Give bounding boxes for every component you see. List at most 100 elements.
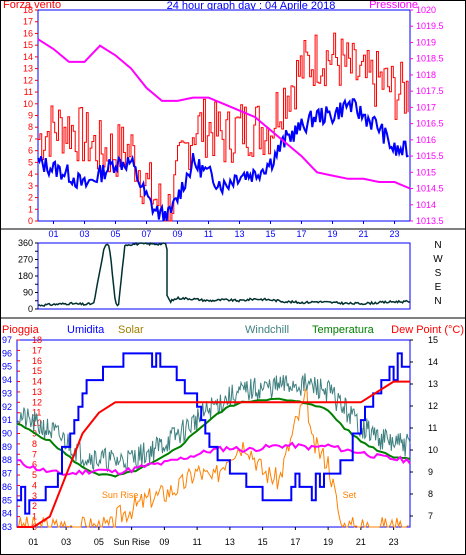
wind-tick-label: 13 [23,64,33,74]
direction-tick-label: 180 [18,271,33,281]
pressure-tick-label: 1016 [416,135,436,145]
wind-tick-label: 14 [23,52,33,62]
rain-tick-label: 18 [32,335,42,345]
wind-tick-label: 1 [28,204,33,214]
x-tick-label: 19 [327,229,337,239]
wind-gust-series [38,32,409,222]
x-tick-label: 15 [258,537,268,547]
wind-tick-label: 10 [23,99,33,109]
wind-direction-series [37,241,411,307]
rain-tick-label: 11 [32,408,41,418]
temperature-tick-label: 11 [428,423,437,433]
wind-tick-label: 7 [28,134,33,144]
rain-tick-label: 3 [32,491,37,501]
wind-pressure-panel [37,9,411,222]
x-tick-label: 05 [110,229,120,239]
wind-average-series [37,98,409,222]
pressure-tick-label: 1017.5 [416,86,444,96]
pressure-tick-label: 1015 [416,167,436,177]
pressure-axis-label: Pressione [369,0,418,11]
wind-tick-label: 5 [28,157,33,167]
temperature-tick-label: 15 [428,335,438,345]
wind-tick-label: 16 [23,28,33,38]
x-tick-label: 23 [389,229,399,239]
pressure-tick-label: 1019 [416,37,436,47]
x-tick-label: 21 [358,229,368,239]
pressure-tick-label: 1017 [416,102,436,112]
pressure-tick-label: 1018.5 [416,54,444,64]
rain-tick-label: 16 [32,356,42,366]
rain-tick-label: 7 [32,449,37,459]
humidity-tick-label: 91 [2,415,12,425]
wind-tick-label: 18 [23,5,33,15]
x-tick-label: 17 [296,229,306,239]
wind-tick-label: 12 [23,75,33,85]
x-tick-label: 11 [192,537,201,547]
x-tick-label: Sun Rise [113,537,150,547]
x-tick-label: 19 [323,537,333,547]
x-tick-label: 01 [28,537,38,547]
temperature-tick-label: 10 [428,445,438,455]
direction-tick-label: 270 [18,255,33,265]
pressure-tick-label: 1018 [416,70,436,80]
wind-tick-label: 8 [28,122,33,132]
x-tick-label: 15 [265,229,275,239]
temperature-tick-label: 8 [428,489,433,499]
pressure-series [37,38,411,190]
humidity-tick-label: 90 [2,429,12,439]
rain-tick-label: 12 [32,397,42,407]
x-tick-label: 09 [172,229,182,239]
wind-tick-label: 6 [28,146,33,156]
x-tick-label: 05 [94,537,104,547]
pressure-tick-label: 1016.5 [416,119,444,129]
rain-tick-label: 15 [32,366,42,376]
compass-label: N [434,240,441,251]
humidity-axis-label: Umidita [67,324,105,336]
x-tick-label: 09 [159,537,169,547]
humidity-tick-label: 84 [2,509,12,519]
rain-series [17,380,410,528]
rain-tick-label: 5 [32,470,37,480]
direction-tick-label: 360 [18,238,33,248]
temperature-series [16,397,411,478]
humidity-tick-label: 94 [2,375,12,385]
temperature-tick-label: 14 [428,357,438,367]
humidity-tick-label: 85 [2,495,12,505]
rain-tick-label: 13 [32,387,42,397]
humidity-tick-label: 89 [2,442,12,452]
sunrise-label: Sun Rise [102,490,139,500]
humidity-tick-label: 86 [2,482,12,492]
wind-tick-label: 4 [28,169,33,179]
humidity-tick-label: 92 [2,402,12,412]
rain-tick-label: 1 [32,512,37,522]
rain-axis-label: Pioggia [2,324,40,336]
x-tick-label: 23 [389,537,399,547]
x-tick-label: 21 [356,537,366,547]
temperature-tick-label: 7 [428,511,433,521]
rain-tick-label: 17 [32,345,42,355]
wind-tick-label: 17 [23,17,33,27]
compass-label: W [433,254,443,265]
compass-label: E [435,282,442,293]
temperature-axis-label: Temperatura [312,324,375,336]
temperature-tick-label: 9 [428,467,433,477]
x-tick-label: 03 [61,537,71,547]
compass-label: S [435,268,442,279]
rain-tick-label: 2 [32,501,37,511]
wind-tick-label: 0 [28,216,33,226]
pressure-tick-label: 1019.5 [416,21,444,31]
pressure-tick-label: 1015.5 [416,151,444,161]
pressure-tick-label: 1014.5 [416,184,444,194]
sunset-label: Set [343,490,357,500]
wind-tick-label: 9 [28,111,33,121]
x-tick-label: 11 [204,229,213,239]
wind-tick-label: 2 [28,193,33,203]
dewpoint-series [17,441,411,476]
direction-tick-label: 90 [23,288,33,298]
wind-axis-label: Forza vento [3,0,61,11]
humidity-series [17,352,410,515]
x-tick-label: 03 [79,229,89,239]
humidity-tick-label: 87 [2,469,12,479]
humidity-tick-label: 95 [2,362,12,372]
wind-tick-label: 3 [28,181,33,191]
